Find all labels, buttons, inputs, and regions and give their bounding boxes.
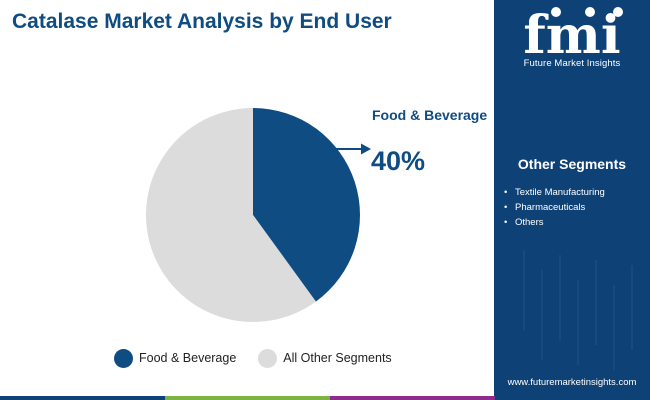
legend-swatch-other-segments [258,348,278,368]
callout-label-text: Food & Beverage [372,107,488,123]
legend-swatch-food-beverage [114,348,133,368]
bottom-bar-segment [330,396,495,400]
bullet-icon: • [504,187,508,198]
list-item-text: Others [515,217,544,228]
callout-arrow [332,143,371,155]
pie-slice-all-other-segments [145,108,316,322]
page-title: Catalase Market Analysis by End User [12,10,392,33]
list-item: • Textile Manufacturing [504,185,605,200]
list-item-text: Pharmaceuticals [515,202,586,213]
other-segments-heading: Other Segments [517,156,627,172]
pie-chart [145,108,371,322]
legend-item-food-beverage: Food & Beverage [114,348,237,368]
website-link[interactable]: www.futuremarketinsights.com [507,377,637,388]
list-item-text: Textile Manufacturing [515,187,605,198]
callout-label: Food & Beverage [372,106,487,125]
panel-decoration [523,250,633,370]
bottom-bar-segment [0,396,165,400]
fmi-logo: fmi [523,5,623,66]
bottom-color-bar [0,396,650,400]
list-item: • Others [504,215,605,230]
bullet-icon: • [504,202,508,213]
legend-item-other-segments: All Other Segments [258,348,392,368]
legend-label-food-beverage: Food & Beverage [139,351,237,365]
other-segments-list: • Textile Manufacturing • Pharmaceuticals … [504,185,605,230]
bottom-bar-segment [165,396,330,400]
legend-label-other-segments: All Other Segments [283,351,392,365]
bottom-bar-segment [495,396,650,400]
side-panel: fmi Future Market Insights Other Segment… [494,0,650,400]
list-item: • Pharmaceuticals [504,200,605,215]
chart-legend: Food & Beverage All Other Segments [114,348,414,368]
bullet-icon: • [504,217,508,228]
callout-value: 40% [371,146,426,176]
logo-tagline: Future Market Insights [523,58,621,69]
logo-letters: fmi [523,5,620,66]
pie-slice-food-beverage [253,108,360,302]
